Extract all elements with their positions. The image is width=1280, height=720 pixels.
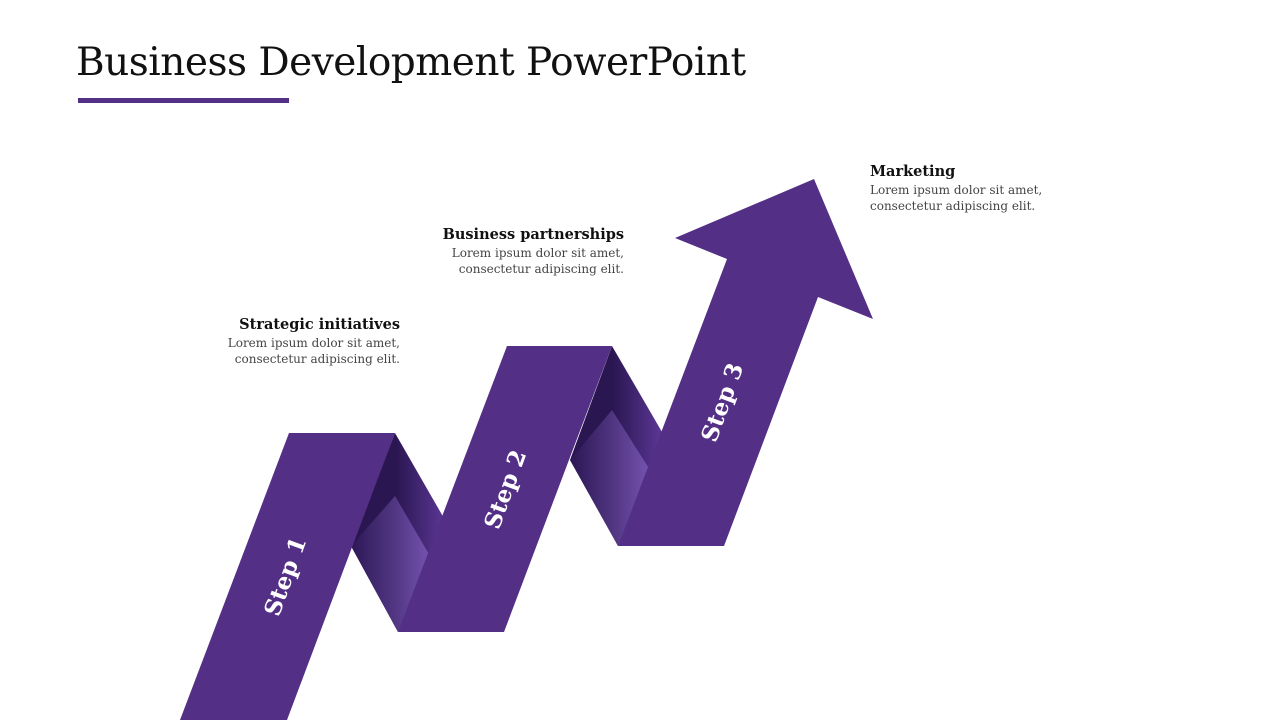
ribbon-fold-1-bottom <box>351 496 430 632</box>
step3-description-line1: Lorem ipsum dolor sit amet, <box>870 183 1043 197</box>
step1-heading: Strategic initiatives <box>239 316 400 333</box>
step2-description-line2: consectetur adipiscing elit. <box>458 262 624 276</box>
step3-heading: Marketing <box>870 163 956 180</box>
step1-description-line1: Lorem ipsum dolor sit amet, <box>227 336 400 350</box>
title-underline <box>78 98 289 103</box>
step1-description-line2: consectetur adipiscing elit. <box>234 352 400 366</box>
ribbon-segment-step3-arrow <box>618 179 873 546</box>
step1-text-block: Strategic initiatives Lorem ipsum dolor … <box>170 316 400 367</box>
ribbon-fold-2-bottom <box>570 410 650 546</box>
ribbon-segment-step2 <box>398 346 612 632</box>
step2-text-block: Business partnerships Lorem ipsum dolor … <box>394 226 624 277</box>
slide-title: Business Development PowerPoint <box>76 40 746 85</box>
step2-description-line1: Lorem ipsum dolor sit amet, <box>451 246 624 260</box>
step2-heading: Business partnerships <box>442 226 624 243</box>
ribbon-segment-step1 <box>180 433 395 720</box>
step3-description-line2: consectetur adipiscing elit. <box>870 199 1036 213</box>
step3-text-block: Marketing Lorem ipsum dolor sit amet, co… <box>870 163 1110 214</box>
